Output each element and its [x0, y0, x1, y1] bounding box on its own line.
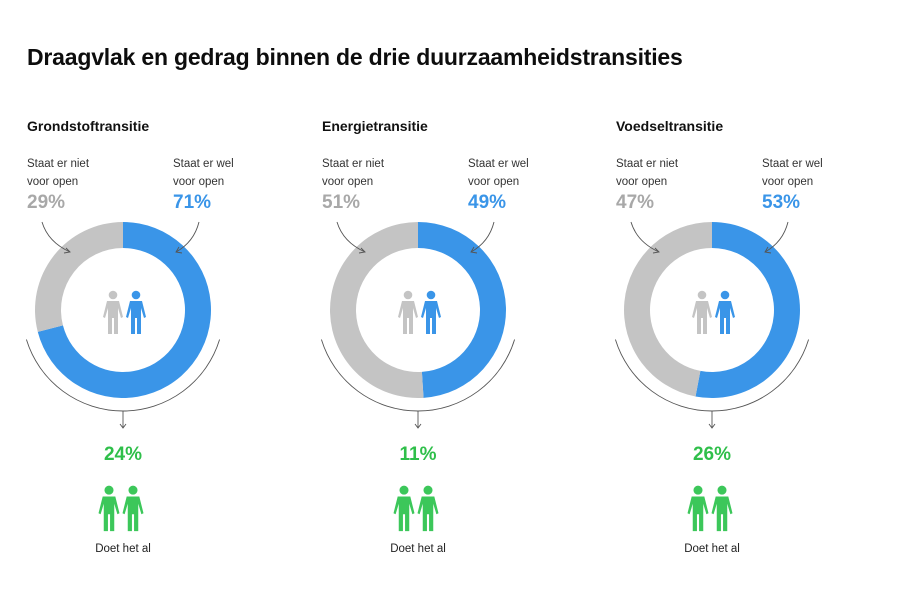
person-blue-icon	[715, 290, 735, 334]
person-green-icon	[687, 485, 709, 532]
person-green-icon	[122, 485, 144, 532]
not-open-percentage: 29%	[27, 192, 66, 213]
open-label: Staat er wel voor open	[173, 155, 283, 191]
not-open-label: Staat er niet voor open	[616, 155, 726, 191]
panel-title: Grondstoftransitie	[27, 118, 150, 134]
label-line: Staat er wel	[468, 158, 529, 170]
arrow-head	[63, 247, 71, 254]
not-open-percentage: 47%	[616, 192, 655, 213]
pointer-arrow-not-open	[41, 221, 71, 253]
open-label: Staat er wel voor open	[468, 155, 578, 191]
pointer-arrow-not-open	[630, 221, 660, 253]
open-percentage: 71%	[173, 192, 212, 213]
person-blue-icon	[421, 290, 441, 334]
doing-label: Doet het al	[390, 543, 446, 555]
doing-percentage: 26%	[692, 444, 732, 465]
bracket-arc	[614, 339, 810, 412]
label-line: voor open	[616, 176, 668, 188]
bracket-arc	[25, 339, 221, 412]
down-arrow	[414, 411, 422, 429]
person-green-icon	[98, 485, 120, 532]
arrow-head	[358, 247, 366, 254]
panel-title: Energietransitie	[322, 118, 428, 134]
donut-slice-open	[37, 222, 212, 399]
doing-label: Doet het al	[684, 543, 740, 555]
donut-chart	[614, 221, 810, 532]
donut-slice-not-open	[623, 222, 712, 397]
not-open-label: Staat er niet voor open	[322, 155, 432, 191]
donut-chart	[320, 221, 516, 532]
pointer-arrow-open	[470, 221, 495, 253]
label-line: voor open	[322, 176, 374, 188]
arrow-head	[764, 246, 772, 254]
donut-slice-not-open	[330, 222, 424, 398]
person-green-icon	[393, 485, 415, 532]
donut-chart	[25, 221, 221, 532]
label-line: Staat er niet	[616, 158, 679, 170]
panel-voedseltransitie: Voedseltransitie Staat er niet voor open St…	[589, 0, 879, 600]
arrow-head	[175, 246, 183, 254]
panel-title: Voedseltransitie	[616, 118, 724, 134]
chart-title: Draagvlak en gedrag binnen de drie duurz…	[27, 44, 683, 70]
donut-slice-open	[418, 222, 507, 398]
panel-grondstoftransitie: Grondstoftransitie Staat er niet voor open…	[0, 0, 290, 600]
doing-percentage: 24%	[103, 444, 143, 465]
label-line: Staat er wel	[762, 158, 823, 170]
label-line: voor open	[27, 176, 79, 188]
person-grey-icon	[398, 290, 418, 334]
person-blue-icon	[126, 290, 146, 334]
not-open-label: Staat er niet voor open	[27, 155, 137, 191]
person-green-icon	[417, 485, 439, 532]
down-arrow	[119, 411, 127, 429]
label-line: Staat er wel	[173, 158, 234, 170]
arrow-head	[652, 247, 660, 254]
person-green-icon	[711, 485, 733, 532]
open-label: Staat er wel voor open	[762, 155, 872, 191]
down-arrow	[708, 411, 716, 429]
doing-label: Doet het al	[95, 543, 151, 555]
panel-energietransitie: Energietransitie Staat er niet voor open St…	[295, 0, 585, 600]
open-percentage: 53%	[762, 192, 801, 213]
arrow-head	[470, 246, 478, 254]
open-percentage: 49%	[468, 192, 507, 213]
label-line: Staat er niet	[322, 158, 385, 170]
pointer-arrow-not-open	[336, 221, 366, 253]
donut-slice-open	[695, 222, 800, 398]
label-line: voor open	[468, 176, 520, 188]
label-line: voor open	[762, 176, 814, 188]
pointer-arrow-open	[764, 221, 789, 253]
label-line: voor open	[173, 176, 225, 188]
person-grey-icon	[103, 290, 123, 334]
bracket-arc	[320, 339, 516, 412]
pointer-arrow-open	[175, 221, 200, 253]
person-grey-icon	[692, 290, 712, 334]
not-open-percentage: 51%	[322, 192, 361, 213]
donut-slice-not-open	[35, 222, 124, 332]
label-line: Staat er niet	[27, 158, 90, 170]
doing-percentage: 11%	[399, 444, 437, 465]
